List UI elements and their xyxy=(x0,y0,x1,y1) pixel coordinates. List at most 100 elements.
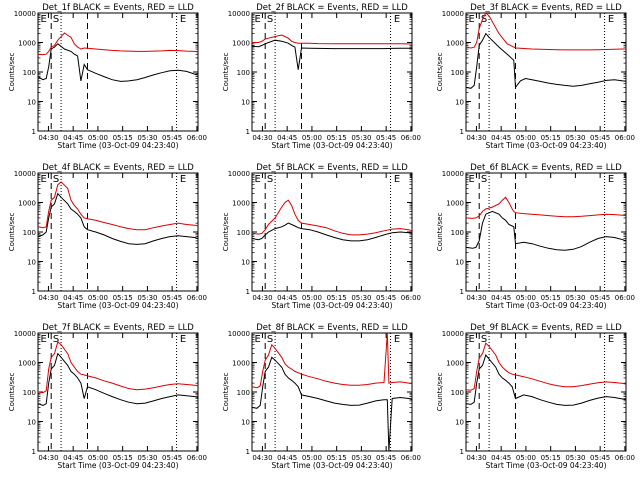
y-tick-label: 10000 xyxy=(228,330,250,338)
x-tick-label: 06:00 xyxy=(615,134,635,142)
plot-title: Det_2f BLACK = Events, RED = LLD xyxy=(256,3,408,13)
x-tick-label: 05:45 xyxy=(590,454,610,462)
x-tick-label: 04:45 xyxy=(491,294,511,302)
lld-series-line xyxy=(251,332,413,389)
x-tick-label: 05:15 xyxy=(541,294,561,302)
plot-frame xyxy=(37,12,199,132)
y-tick-label: 1000 xyxy=(446,40,464,48)
lld-series-line xyxy=(251,199,413,236)
marker-letter: S xyxy=(53,174,59,185)
x-tick-label: 05:00 xyxy=(88,294,108,302)
plot-title: Det_7f BLACK = Events, RED = LLD xyxy=(42,323,194,333)
y-tick-label: 10000 xyxy=(14,330,36,338)
x-tick-label: 05:15 xyxy=(541,134,561,142)
marker-letter: E xyxy=(180,174,186,185)
plot-panel: Det_8f BLACK = Events, RED = LLD 1 10 100 10… xyxy=(222,323,421,470)
x-tick-label: 05:45 xyxy=(376,134,396,142)
y-tick-label: 10000 xyxy=(14,10,36,18)
lld-series-line xyxy=(465,196,627,219)
x-tick-label: 04:30 xyxy=(38,294,58,302)
events-series-line xyxy=(37,192,199,245)
y-tick-label: 100 xyxy=(23,69,36,77)
events-series-line xyxy=(251,39,412,70)
x-axis-label: Start Time (03-Oct-09 04:23:40) xyxy=(57,301,178,310)
x-tick-label: 05:00 xyxy=(516,294,536,302)
x-tick-label: 05:15 xyxy=(541,454,561,462)
x-tick-label: 05:30 xyxy=(565,454,585,462)
plot-panel: Det_1f BLACK = Events, RED = LLD 1 10 100 10… xyxy=(8,3,207,150)
y-tick-label: 10 xyxy=(455,419,464,427)
x-axis-label: Start Time (03-Oct-09 04:23:40) xyxy=(271,141,392,150)
x-tick-label: 04:30 xyxy=(466,134,486,142)
y-tick-label: 10000 xyxy=(442,10,464,18)
x-tick-label: 04:45 xyxy=(491,134,511,142)
y-tick-label: 10000 xyxy=(14,170,36,178)
x-tick-label: 06:00 xyxy=(187,294,207,302)
y-axis-label: Counts/sec xyxy=(222,373,230,412)
events-series-line xyxy=(251,356,413,452)
y-tick-label: 100 xyxy=(23,389,36,397)
plot-frame xyxy=(37,172,199,292)
plot-title: Det_9f BLACK = Events, RED = LLD xyxy=(470,323,622,333)
lld-series-line xyxy=(465,12,626,51)
y-axis-label: Counts/sec xyxy=(436,373,444,412)
x-tick-label: 05:15 xyxy=(327,454,347,462)
x-tick-label: 05:30 xyxy=(351,134,371,142)
marker-letter: E xyxy=(394,14,400,25)
x-tick-label: 05:00 xyxy=(88,134,108,142)
y-tick-label: 10000 xyxy=(228,170,250,178)
lld-series-line xyxy=(465,342,627,391)
y-tick-label: 10 xyxy=(241,259,250,267)
x-tick-label: 04:45 xyxy=(277,294,297,302)
y-axis-label: Counts/sec xyxy=(8,53,16,92)
y-tick-label: 10 xyxy=(27,419,36,427)
x-tick-label: 05:45 xyxy=(590,294,610,302)
x-tick-label: 05:00 xyxy=(302,454,322,462)
plot-title: Det_4f BLACK = Events, RED = LLD xyxy=(42,163,194,173)
marker-letter: E xyxy=(254,334,260,345)
y-tick-label: 100 xyxy=(451,69,464,77)
x-tick-label: 05:30 xyxy=(565,294,585,302)
plot-title: Det_3f BLACK = Events, RED = LLD xyxy=(470,3,622,13)
marker-letter: E xyxy=(180,334,186,345)
marker-letter: E xyxy=(608,14,614,25)
x-tick-label: 05:00 xyxy=(516,454,536,462)
x-axis-label: Start Time (03-Oct-09 04:23:40) xyxy=(271,461,392,470)
y-tick-label: 1000 xyxy=(18,40,36,48)
y-tick-label: 10 xyxy=(27,259,36,267)
x-tick-label: 06:00 xyxy=(401,454,421,462)
x-axis-label: Start Time (03-Oct-09 04:23:40) xyxy=(485,461,606,470)
y-tick-label: 100 xyxy=(237,229,250,237)
x-tick-label: 05:00 xyxy=(88,454,108,462)
y-tick-label: 1000 xyxy=(232,200,250,208)
marker-letter: E xyxy=(468,174,474,185)
marker-letter: S xyxy=(267,334,273,345)
x-tick-label: 04:45 xyxy=(63,294,83,302)
x-tick-label: 05:45 xyxy=(162,454,182,462)
y-tick-label: 1000 xyxy=(18,360,36,368)
x-tick-label: 05:00 xyxy=(302,294,322,302)
y-tick-label: 1 xyxy=(246,288,250,296)
events-series-line xyxy=(465,353,627,406)
x-tick-label: 05:15 xyxy=(327,294,347,302)
x-tick-label: 04:45 xyxy=(491,454,511,462)
x-tick-label: 04:45 xyxy=(277,454,297,462)
plot-title: Det_5f BLACK = Events, RED = LLD xyxy=(256,163,408,173)
y-tick-label: 1 xyxy=(246,448,250,456)
x-tick-label: 04:30 xyxy=(38,454,58,462)
y-tick-label: 100 xyxy=(237,69,250,77)
marker-letter: E xyxy=(40,334,46,345)
x-tick-label: 05:45 xyxy=(376,294,396,302)
marker-letter: E xyxy=(254,14,260,25)
y-axis-label: Counts/sec xyxy=(436,53,444,92)
x-axis-label: Start Time (03-Oct-09 04:23:40) xyxy=(57,141,178,150)
x-tick-label: 04:30 xyxy=(466,294,486,302)
x-tick-label: 04:30 xyxy=(466,454,486,462)
marker-letter: E xyxy=(254,174,260,185)
y-tick-label: 1 xyxy=(246,128,250,136)
plot-title: Det_8f BLACK = Events, RED = LLD xyxy=(256,323,408,333)
marker-letter: E xyxy=(394,334,400,345)
events-series-line xyxy=(37,43,199,82)
y-tick-label: 1 xyxy=(460,128,464,136)
plot-title: Det_6f BLACK = Events, RED = LLD xyxy=(470,163,622,173)
